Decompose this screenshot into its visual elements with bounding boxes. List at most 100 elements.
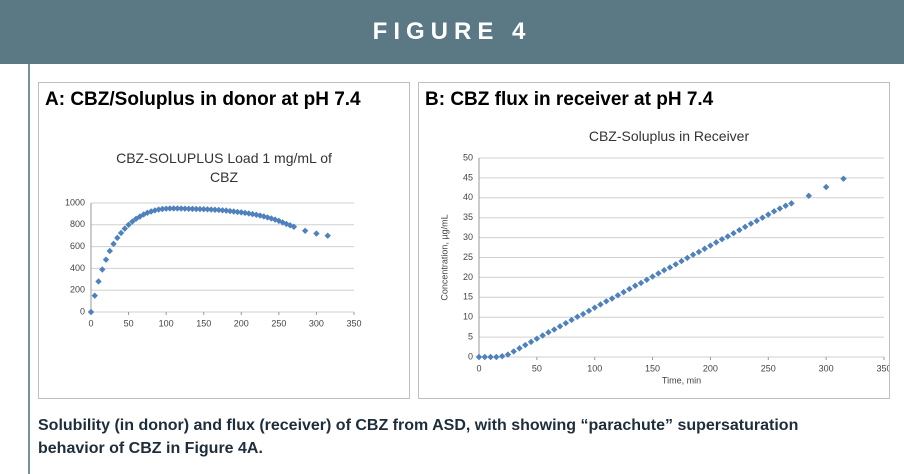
figure-label: FIGURE 4 — [0, 0, 904, 64]
chart-subtitle: CBZ-SOLUPLUS Load 1 mg/mL of CBZ — [116, 150, 332, 185]
x-axis-label: Time, min — [662, 375, 701, 385]
y-tick-label: 1000 — [65, 197, 85, 207]
marker — [223, 207, 230, 214]
x-tick-label: 50 — [124, 318, 134, 328]
marker — [493, 353, 500, 361]
marker — [204, 206, 211, 213]
x-tick-label: 250 — [271, 318, 286, 328]
marker — [730, 230, 737, 237]
chart-subtitle: CBZ-Soluplus in Receiver — [588, 128, 750, 144]
x-tick-label: 150 — [196, 318, 211, 328]
marker — [91, 292, 98, 299]
marker — [106, 247, 113, 255]
marker — [170, 205, 177, 212]
x-tick-label: 100 — [159, 318, 174, 328]
marker — [215, 206, 222, 214]
panel-title: A: CBZ/Soluplus in donor at pH 7.4 — [45, 89, 361, 110]
marker — [776, 205, 784, 212]
marker — [689, 251, 697, 258]
y-tick-label: 45 — [463, 172, 473, 182]
marker — [707, 242, 714, 249]
marker — [159, 205, 166, 213]
marker — [522, 341, 529, 349]
marker — [504, 351, 512, 358]
marker — [121, 225, 129, 232]
marker — [822, 183, 830, 191]
y-tick-label: 35 — [463, 212, 473, 222]
marker — [219, 207, 226, 214]
y-tick-label: 0 — [80, 306, 85, 316]
y-tick-label: 400 — [70, 263, 85, 273]
marker — [177, 205, 185, 212]
marker — [189, 205, 196, 213]
marker — [211, 206, 219, 213]
marker — [125, 221, 132, 228]
marker — [234, 208, 241, 216]
marker — [684, 254, 691, 262]
x-tick-label: 0 — [476, 363, 481, 373]
marker — [87, 308, 95, 316]
marker — [487, 353, 494, 361]
marker — [649, 273, 656, 280]
marker — [713, 239, 720, 246]
marker — [238, 209, 245, 216]
plot: 0 200 400 600 800 1000 0 50 100 150 200 250 300 350 — [65, 197, 362, 328]
y-axis-label: Concentration, µg/mL — [439, 214, 449, 300]
x-tick-label: 300 — [309, 318, 324, 328]
marker — [724, 233, 731, 240]
x-tick-label: 200 — [234, 318, 249, 328]
marker — [753, 217, 760, 225]
marker — [313, 230, 320, 237]
marker — [840, 175, 847, 182]
marker — [533, 335, 541, 342]
marker — [241, 209, 249, 217]
x-tick-label: 250 — [761, 363, 776, 373]
marker — [185, 205, 192, 212]
marker — [626, 285, 633, 293]
y-tick-label: 20 — [463, 272, 473, 282]
marker — [585, 307, 593, 315]
marker — [510, 348, 517, 355]
marker — [741, 223, 749, 231]
y-tick-label: 5 — [468, 331, 473, 341]
frame — [28, 64, 30, 474]
marker — [637, 279, 645, 287]
marker — [166, 205, 174, 212]
x-tick-label: 200 — [703, 363, 718, 373]
marker — [324, 232, 331, 239]
marker — [196, 205, 204, 213]
marker — [672, 261, 679, 268]
x-tick-label: 350 — [346, 318, 361, 328]
marker — [99, 266, 106, 273]
x-tick-label: 100 — [587, 363, 602, 373]
marker — [591, 304, 598, 311]
marker — [301, 227, 309, 234]
x-tick-label: 150 — [645, 363, 660, 373]
marker — [481, 353, 488, 361]
marker — [181, 205, 189, 212]
marker — [155, 206, 162, 213]
marker — [226, 207, 234, 215]
marker — [162, 205, 170, 212]
panel: B: CBZ flux in receiver at pH 7.4 CBZ-So… — [418, 82, 890, 399]
marker — [498, 353, 506, 360]
panel: A: CBZ/Soluplus in donor at pH 7.4 CBZ-S… — [38, 82, 410, 399]
marker — [562, 319, 569, 327]
marker — [608, 295, 616, 302]
marker — [632, 282, 639, 289]
y-tick-label: 40 — [463, 192, 473, 202]
marker — [747, 220, 755, 227]
marker — [144, 209, 151, 217]
marker — [129, 218, 136, 225]
x-tick-label: 300 — [819, 363, 834, 373]
y-tick-label: 600 — [70, 241, 85, 251]
marker — [701, 245, 708, 252]
marker — [568, 316, 575, 324]
marker — [660, 267, 668, 274]
x-tick-label: 50 — [532, 363, 542, 373]
marker — [516, 345, 523, 352]
marker — [545, 329, 552, 336]
marker — [782, 202, 789, 209]
y-tick-label: 25 — [463, 252, 473, 262]
marker — [759, 214, 766, 221]
